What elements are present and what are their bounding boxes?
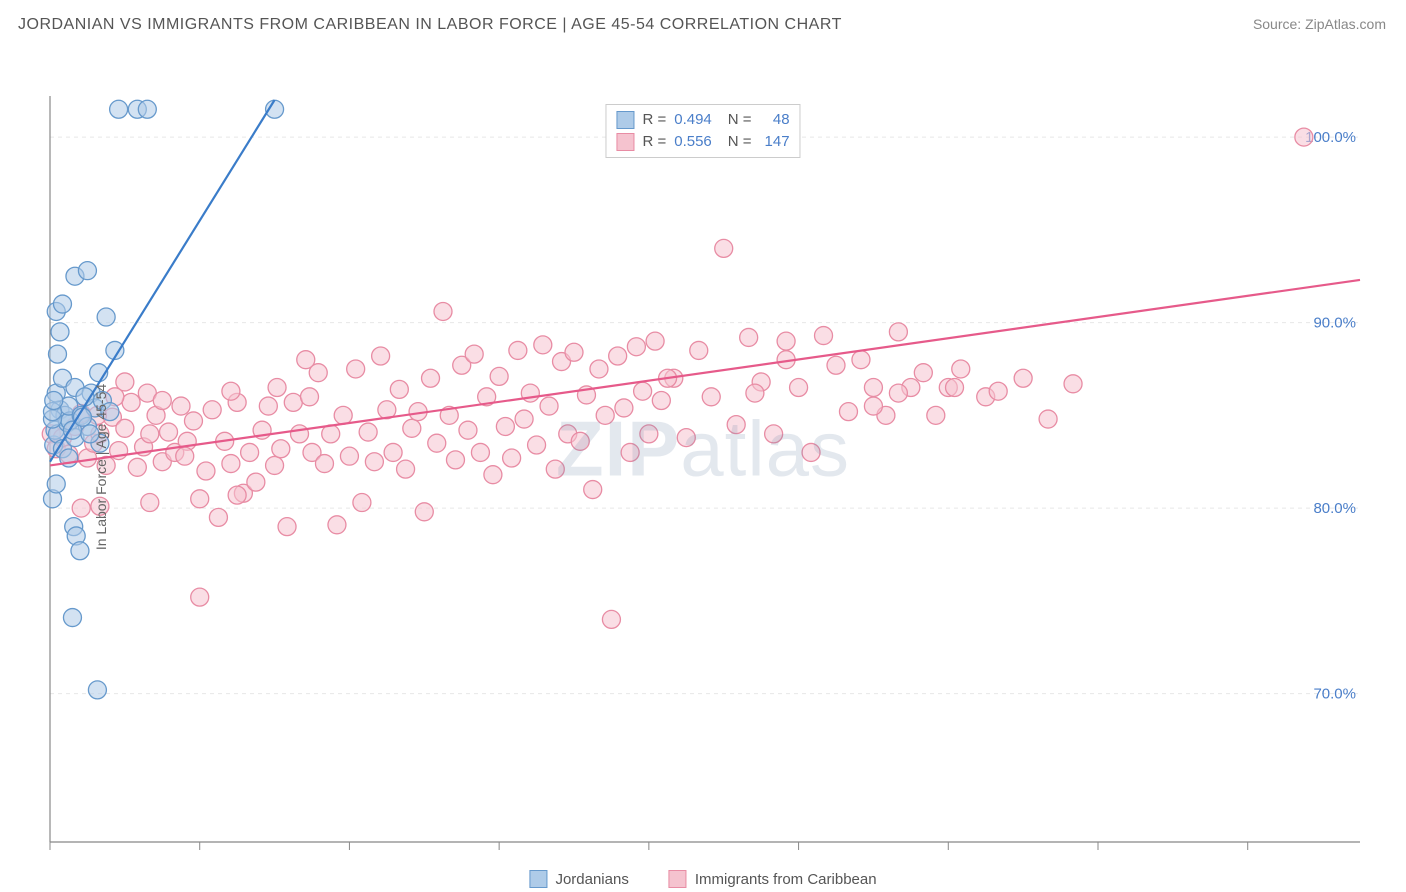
swatch-caribbean <box>669 870 687 888</box>
n-value-caribbean: 147 <box>760 131 790 153</box>
legend-item-jordanians: Jordanians <box>529 870 628 888</box>
legend-item-caribbean: Immigrants from Caribbean <box>669 870 877 888</box>
correlation-legend: R = 0.494 N = 48 R = 0.556 N = 147 <box>605 104 800 158</box>
r-label: R = <box>642 131 666 153</box>
legend-label-jordanians: Jordanians <box>555 871 628 888</box>
svg-text:80.0%: 80.0% <box>1313 500 1356 517</box>
n-label: N = <box>728 109 752 131</box>
svg-text:90.0%: 90.0% <box>1313 315 1356 332</box>
chart-header: JORDANIAN VS IMMIGRANTS FROM CARIBBEAN I… <box>0 0 1406 44</box>
y-axis-label: In Labor Force | Age 45-54 <box>93 384 109 550</box>
n-value-jordanians: 48 <box>760 109 790 131</box>
swatch-caribbean <box>616 133 634 151</box>
r-label: R = <box>642 109 666 131</box>
chart-container: In Labor Force | Age 45-54 ZIPatlas 70.0… <box>0 44 1406 890</box>
series-legend: Jordanians Immigrants from Caribbean <box>529 870 876 888</box>
svg-text:70.0%: 70.0% <box>1313 686 1356 703</box>
legend-row-jordanians: R = 0.494 N = 48 <box>616 109 789 131</box>
legend-row-caribbean: R = 0.556 N = 147 <box>616 131 789 153</box>
n-label: N = <box>728 131 752 153</box>
swatch-jordanians <box>529 870 547 888</box>
legend-label-caribbean: Immigrants from Caribbean <box>695 871 877 888</box>
r-value-caribbean: 0.556 <box>674 131 712 153</box>
chart-source: Source: ZipAtlas.com <box>1253 16 1386 32</box>
swatch-jordanians <box>616 111 634 129</box>
chart-title: JORDANIAN VS IMMIGRANTS FROM CARIBBEAN I… <box>18 16 842 34</box>
scatter-chart: 70.0%80.0%90.0%100.0%0.0%100.0% <box>0 44 1406 854</box>
r-value-jordanians: 0.494 <box>674 109 712 131</box>
